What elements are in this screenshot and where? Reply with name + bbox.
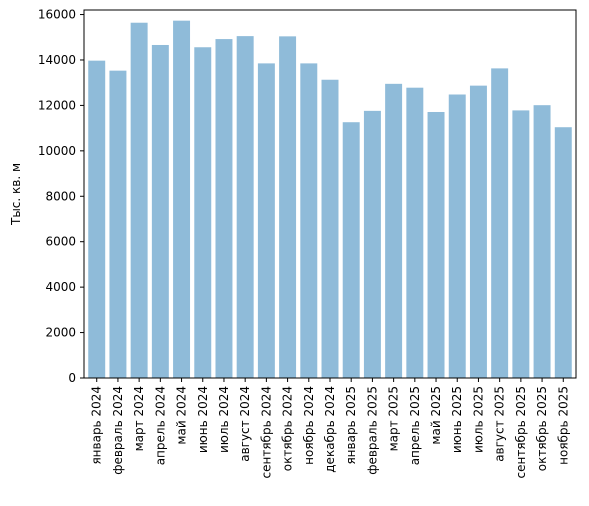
x-tick-label: февраль 2024 — [111, 386, 125, 475]
y-tick-label: 6000 — [45, 235, 76, 249]
x-tick-label: март 2025 — [387, 386, 401, 451]
bar — [194, 47, 212, 378]
bar — [236, 36, 254, 379]
x-tick-label: ноябрь 2024 — [302, 386, 316, 465]
x-tick-label: сентябрь 2024 — [259, 386, 273, 478]
x-tick-label: январь 2025 — [344, 386, 358, 465]
x-tick-label: апрель 2024 — [153, 386, 167, 465]
bar — [491, 68, 509, 378]
bar — [109, 70, 127, 378]
y-tick-label: 10000 — [38, 144, 76, 158]
x-tick-label: декабрь 2024 — [323, 386, 337, 473]
plot-frame — [83, 9, 577, 379]
bar — [173, 20, 191, 378]
bar — [215, 39, 233, 379]
x-tick-label: август 2025 — [493, 386, 507, 462]
bar — [88, 60, 106, 378]
bar — [512, 110, 530, 378]
bar — [533, 105, 551, 379]
bar — [321, 79, 339, 378]
x-tick-label: июнь 2025 — [450, 386, 464, 453]
bar — [427, 111, 445, 379]
x-tick-label: июнь 2024 — [196, 386, 210, 453]
y-tick-label: 4000 — [45, 280, 76, 294]
bar — [385, 83, 403, 379]
y-tick-label: 16000 — [38, 8, 76, 22]
bar — [363, 110, 381, 379]
bar — [151, 44, 169, 378]
y-axis-ticks: 0 2000 4000 6000 8000 10000 12000 14000 16000 — [38, 8, 84, 385]
x-tick-label: январь 2024 — [90, 386, 104, 465]
x-tick-label: сентябрь 2025 — [514, 386, 528, 478]
bar — [342, 122, 360, 378]
x-tick-label: октябрь 2024 — [281, 386, 295, 471]
y-tick-label: 0 — [68, 371, 76, 385]
x-tick-label: апрель 2025 — [408, 386, 422, 465]
x-axis-ticks: январь 2024 февраль 2024 март 2024 апрель 2… — [90, 378, 570, 478]
x-tick-label: октябрь 2025 — [535, 386, 549, 471]
bar — [257, 63, 275, 378]
y-tick-label: 8000 — [45, 189, 76, 203]
x-tick-label: май 2024 — [175, 386, 189, 445]
x-tick-label: май 2025 — [429, 386, 443, 445]
x-tick-label: июль 2025 — [471, 386, 485, 453]
x-tick-label: ноябрь 2025 — [556, 386, 570, 465]
x-tick-label: август 2024 — [238, 386, 252, 462]
bars-group — [88, 20, 572, 379]
bar — [279, 36, 297, 378]
x-tick-label: июль 2024 — [217, 386, 231, 453]
y-tick-label: 12000 — [38, 98, 76, 112]
x-tick-label: март 2024 — [132, 386, 146, 451]
y-axis-label: Тыс. кв. м — [9, 163, 23, 226]
bar — [130, 22, 148, 379]
y-tick-label: 14000 — [38, 53, 76, 67]
bar — [300, 63, 318, 378]
bar — [448, 94, 466, 379]
bar — [469, 85, 487, 379]
y-tick-label: 2000 — [45, 326, 76, 340]
x-tick-label: февраль 2025 — [365, 386, 379, 475]
bar — [406, 87, 424, 378]
bar — [554, 127, 572, 378]
